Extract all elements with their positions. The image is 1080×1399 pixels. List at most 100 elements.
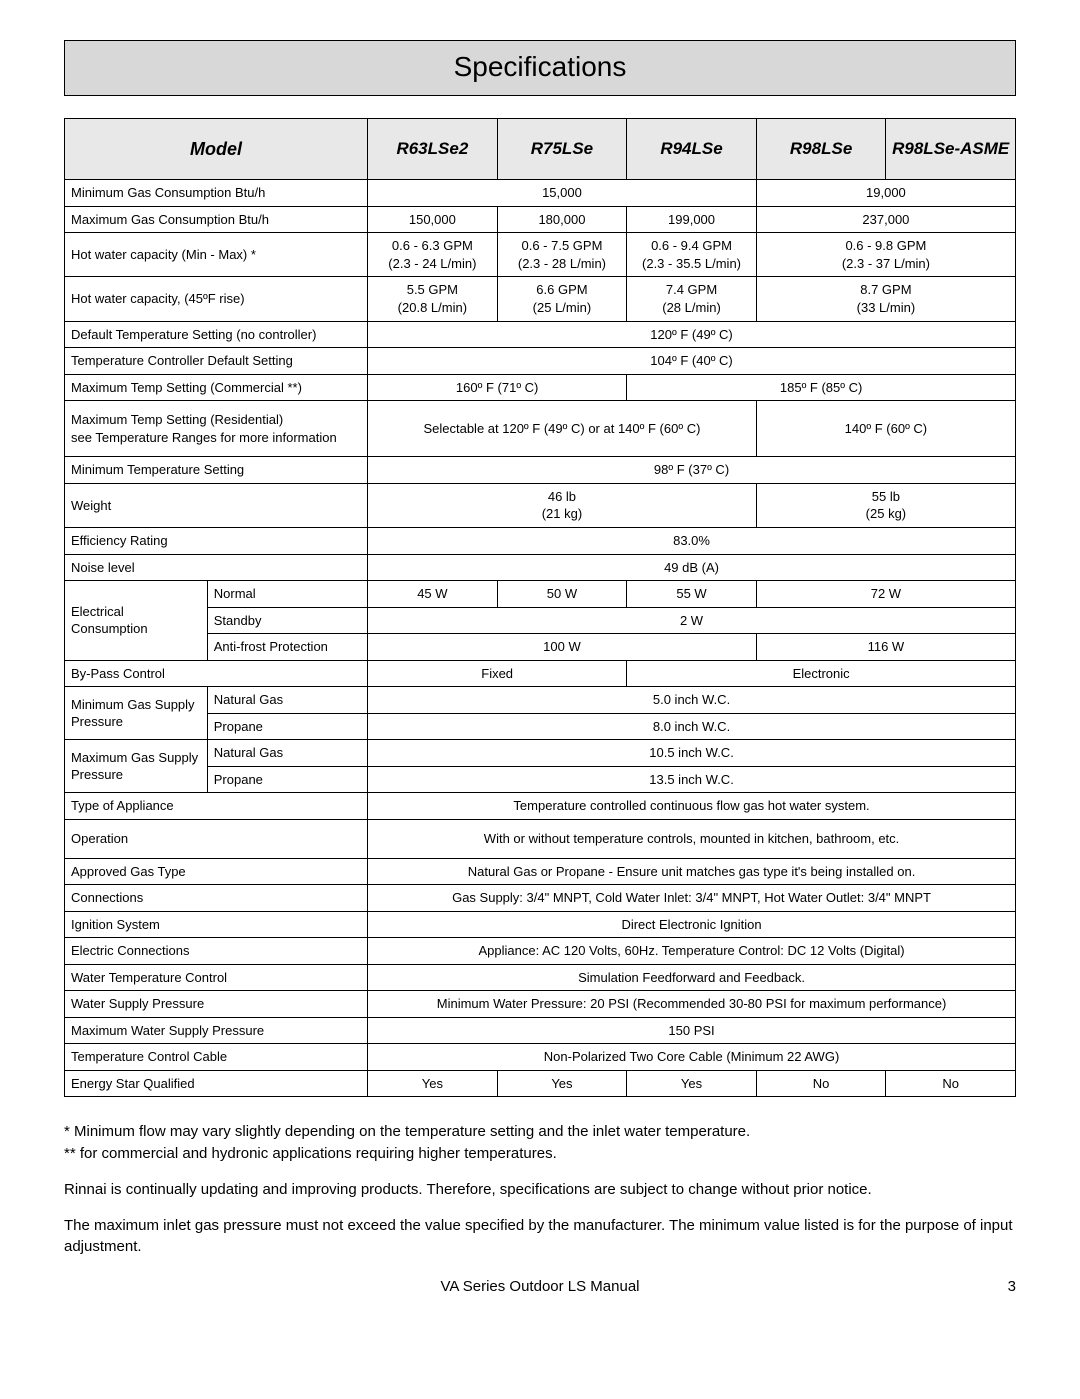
spec-row-label: Minimum Temperature Setting bbox=[65, 457, 368, 484]
spec-value: Natural Gas or Propane - Ensure unit mat… bbox=[368, 858, 1016, 885]
spec-value: With or without temperature controls, mo… bbox=[368, 819, 1016, 858]
spec-row-label: Maximum Temp Setting (Residential) see T… bbox=[65, 401, 368, 457]
page-footer: VA Series Outdoor LS Manual 3 bbox=[64, 1278, 1016, 1295]
footer-page-number: 3 bbox=[956, 1278, 1016, 1295]
spec-value: 0.6 - 7.5 GPM (2.3 - 28 L/min) bbox=[497, 233, 627, 277]
spec-row-label: By-Pass Control bbox=[65, 660, 368, 687]
spec-value: 140º F (60º C) bbox=[756, 401, 1015, 457]
spec-value: 0.6 - 9.8 GPM (2.3 - 37 L/min) bbox=[756, 233, 1015, 277]
spec-group-label: Maximum Gas Supply Pressure bbox=[65, 740, 208, 793]
spec-sub-label: Natural Gas bbox=[207, 740, 367, 767]
spec-row-label: Connections bbox=[65, 885, 368, 912]
spec-row-label: Default Temperature Setting (no controll… bbox=[65, 321, 368, 348]
spec-value: 19,000 bbox=[756, 180, 1015, 207]
spec-table: ModelR63LSe2R75LSeR94LSeR98LSeR98LSe-ASM… bbox=[64, 118, 1016, 1097]
spec-value: 199,000 bbox=[627, 206, 757, 233]
footer-manual-title: VA Series Outdoor LS Manual bbox=[124, 1278, 956, 1295]
spec-row-label: Energy Star Qualified bbox=[65, 1070, 368, 1097]
spec-value: Electronic bbox=[627, 660, 1016, 687]
spec-row-label: Water Temperature Control bbox=[65, 964, 368, 991]
spec-value: No bbox=[756, 1070, 886, 1097]
spec-value: Yes bbox=[368, 1070, 498, 1097]
spec-value: 8.7 GPM (33 L/min) bbox=[756, 277, 1015, 321]
spec-row-label: Efficiency Rating bbox=[65, 527, 368, 554]
spec-row-label: Approved Gas Type bbox=[65, 858, 368, 885]
spec-value: 6.6 GPM (25 L/min) bbox=[497, 277, 627, 321]
spec-value: Appliance: AC 120 Volts, 60Hz. Temperatu… bbox=[368, 938, 1016, 965]
spec-value: 100 W bbox=[368, 634, 757, 661]
footnote-paragraph: * Minimum flow may vary slightly dependi… bbox=[64, 1121, 1016, 1165]
model-header: Model bbox=[65, 119, 368, 180]
spec-value: Fixed bbox=[368, 660, 627, 687]
spec-value: 98º F (37º C) bbox=[368, 457, 1016, 484]
spec-value: Temperature controlled continuous flow g… bbox=[368, 793, 1016, 820]
spec-value: 2 W bbox=[368, 607, 1016, 634]
spec-row-label: Temperature Controller Default Setting bbox=[65, 348, 368, 375]
footnote-paragraph: The maximum inlet gas pressure must not … bbox=[64, 1215, 1016, 1259]
spec-value: Non-Polarized Two Core Cable (Minimum 22… bbox=[368, 1044, 1016, 1071]
spec-value: 5.0 inch W.C. bbox=[368, 687, 1016, 714]
spec-value: 0.6 - 6.3 GPM (2.3 - 24 L/min) bbox=[368, 233, 498, 277]
spec-value: Selectable at 120º F (49º C) or at 140º … bbox=[368, 401, 757, 457]
spec-value: Yes bbox=[497, 1070, 627, 1097]
spec-group-label: Minimum Gas Supply Pressure bbox=[65, 687, 208, 740]
spec-value: 237,000 bbox=[756, 206, 1015, 233]
spec-value: 10.5 inch W.C. bbox=[368, 740, 1016, 767]
spec-value: 83.0% bbox=[368, 527, 1016, 554]
spec-value: 150 PSI bbox=[368, 1017, 1016, 1044]
spec-sub-label: Natural Gas bbox=[207, 687, 367, 714]
spec-row-label: Weight bbox=[65, 483, 368, 527]
footnotes: * Minimum flow may vary slightly dependi… bbox=[64, 1121, 1016, 1258]
spec-value: 45 W bbox=[368, 581, 498, 608]
spec-value: Minimum Water Pressure: 20 PSI (Recommen… bbox=[368, 991, 1016, 1018]
spec-value: 46 lb (21 kg) bbox=[368, 483, 757, 527]
spec-row-label: Maximum Gas Consumption Btu/h bbox=[65, 206, 368, 233]
spec-row-label: Electric Connections bbox=[65, 938, 368, 965]
model-col-4: R98LSe-ASME bbox=[886, 119, 1016, 180]
spec-value: Gas Supply: 3/4" MNPT, Cold Water Inlet:… bbox=[368, 885, 1016, 912]
spec-row-label: Hot water capacity (Min - Max) * bbox=[65, 233, 368, 277]
spec-sub-label: Propane bbox=[207, 766, 367, 793]
spec-value: 13.5 inch W.C. bbox=[368, 766, 1016, 793]
spec-sub-label: Standby bbox=[207, 607, 367, 634]
spec-value: 180,000 bbox=[497, 206, 627, 233]
spec-row-label: Water Supply Pressure bbox=[65, 991, 368, 1018]
spec-value: 116 W bbox=[756, 634, 1015, 661]
spec-value: Yes bbox=[627, 1070, 757, 1097]
spec-value: 72 W bbox=[756, 581, 1015, 608]
spec-value: 55 lb (25 kg) bbox=[756, 483, 1015, 527]
spec-row-label: Maximum Water Supply Pressure bbox=[65, 1017, 368, 1044]
spec-value: 160º F (71º C) bbox=[368, 374, 627, 401]
spec-value: 0.6 - 9.4 GPM (2.3 - 35.5 L/min) bbox=[627, 233, 757, 277]
spec-value: 7.4 GPM (28 L/min) bbox=[627, 277, 757, 321]
footnote-paragraph: Rinnai is continually updating and impro… bbox=[64, 1179, 1016, 1201]
spec-value: Simulation Feedforward and Feedback. bbox=[368, 964, 1016, 991]
page-title: Specifications bbox=[64, 40, 1016, 96]
spec-value: 55 W bbox=[627, 581, 757, 608]
spec-row-label: Maximum Temp Setting (Commercial **) bbox=[65, 374, 368, 401]
model-col-2: R94LSe bbox=[627, 119, 757, 180]
spec-value: 5.5 GPM (20.8 L/min) bbox=[368, 277, 498, 321]
spec-value: 49 dB (A) bbox=[368, 554, 1016, 581]
spec-row-label: Temperature Control Cable bbox=[65, 1044, 368, 1071]
spec-value: 50 W bbox=[497, 581, 627, 608]
spec-value: No bbox=[886, 1070, 1016, 1097]
spec-value: 150,000 bbox=[368, 206, 498, 233]
spec-row-label: Type of Appliance bbox=[65, 793, 368, 820]
spec-value: Direct Electronic Ignition bbox=[368, 911, 1016, 938]
spec-value: 15,000 bbox=[368, 180, 757, 207]
spec-row-label: Minimum Gas Consumption Btu/h bbox=[65, 180, 368, 207]
model-col-1: R75LSe bbox=[497, 119, 627, 180]
spec-value: 8.0 inch W.C. bbox=[368, 713, 1016, 740]
spec-row-label: Noise level bbox=[65, 554, 368, 581]
spec-sub-label: Anti-frost Protection bbox=[207, 634, 367, 661]
spec-row-label: Ignition System bbox=[65, 911, 368, 938]
spec-value: 185º F (85º C) bbox=[627, 374, 1016, 401]
model-col-0: R63LSe2 bbox=[368, 119, 498, 180]
spec-sub-label: Normal bbox=[207, 581, 367, 608]
spec-row-label: Operation bbox=[65, 819, 368, 858]
spec-value: 104º F (40º C) bbox=[368, 348, 1016, 375]
spec-value: 120º F (49º C) bbox=[368, 321, 1016, 348]
model-col-3: R98LSe bbox=[756, 119, 886, 180]
spec-sub-label: Propane bbox=[207, 713, 367, 740]
